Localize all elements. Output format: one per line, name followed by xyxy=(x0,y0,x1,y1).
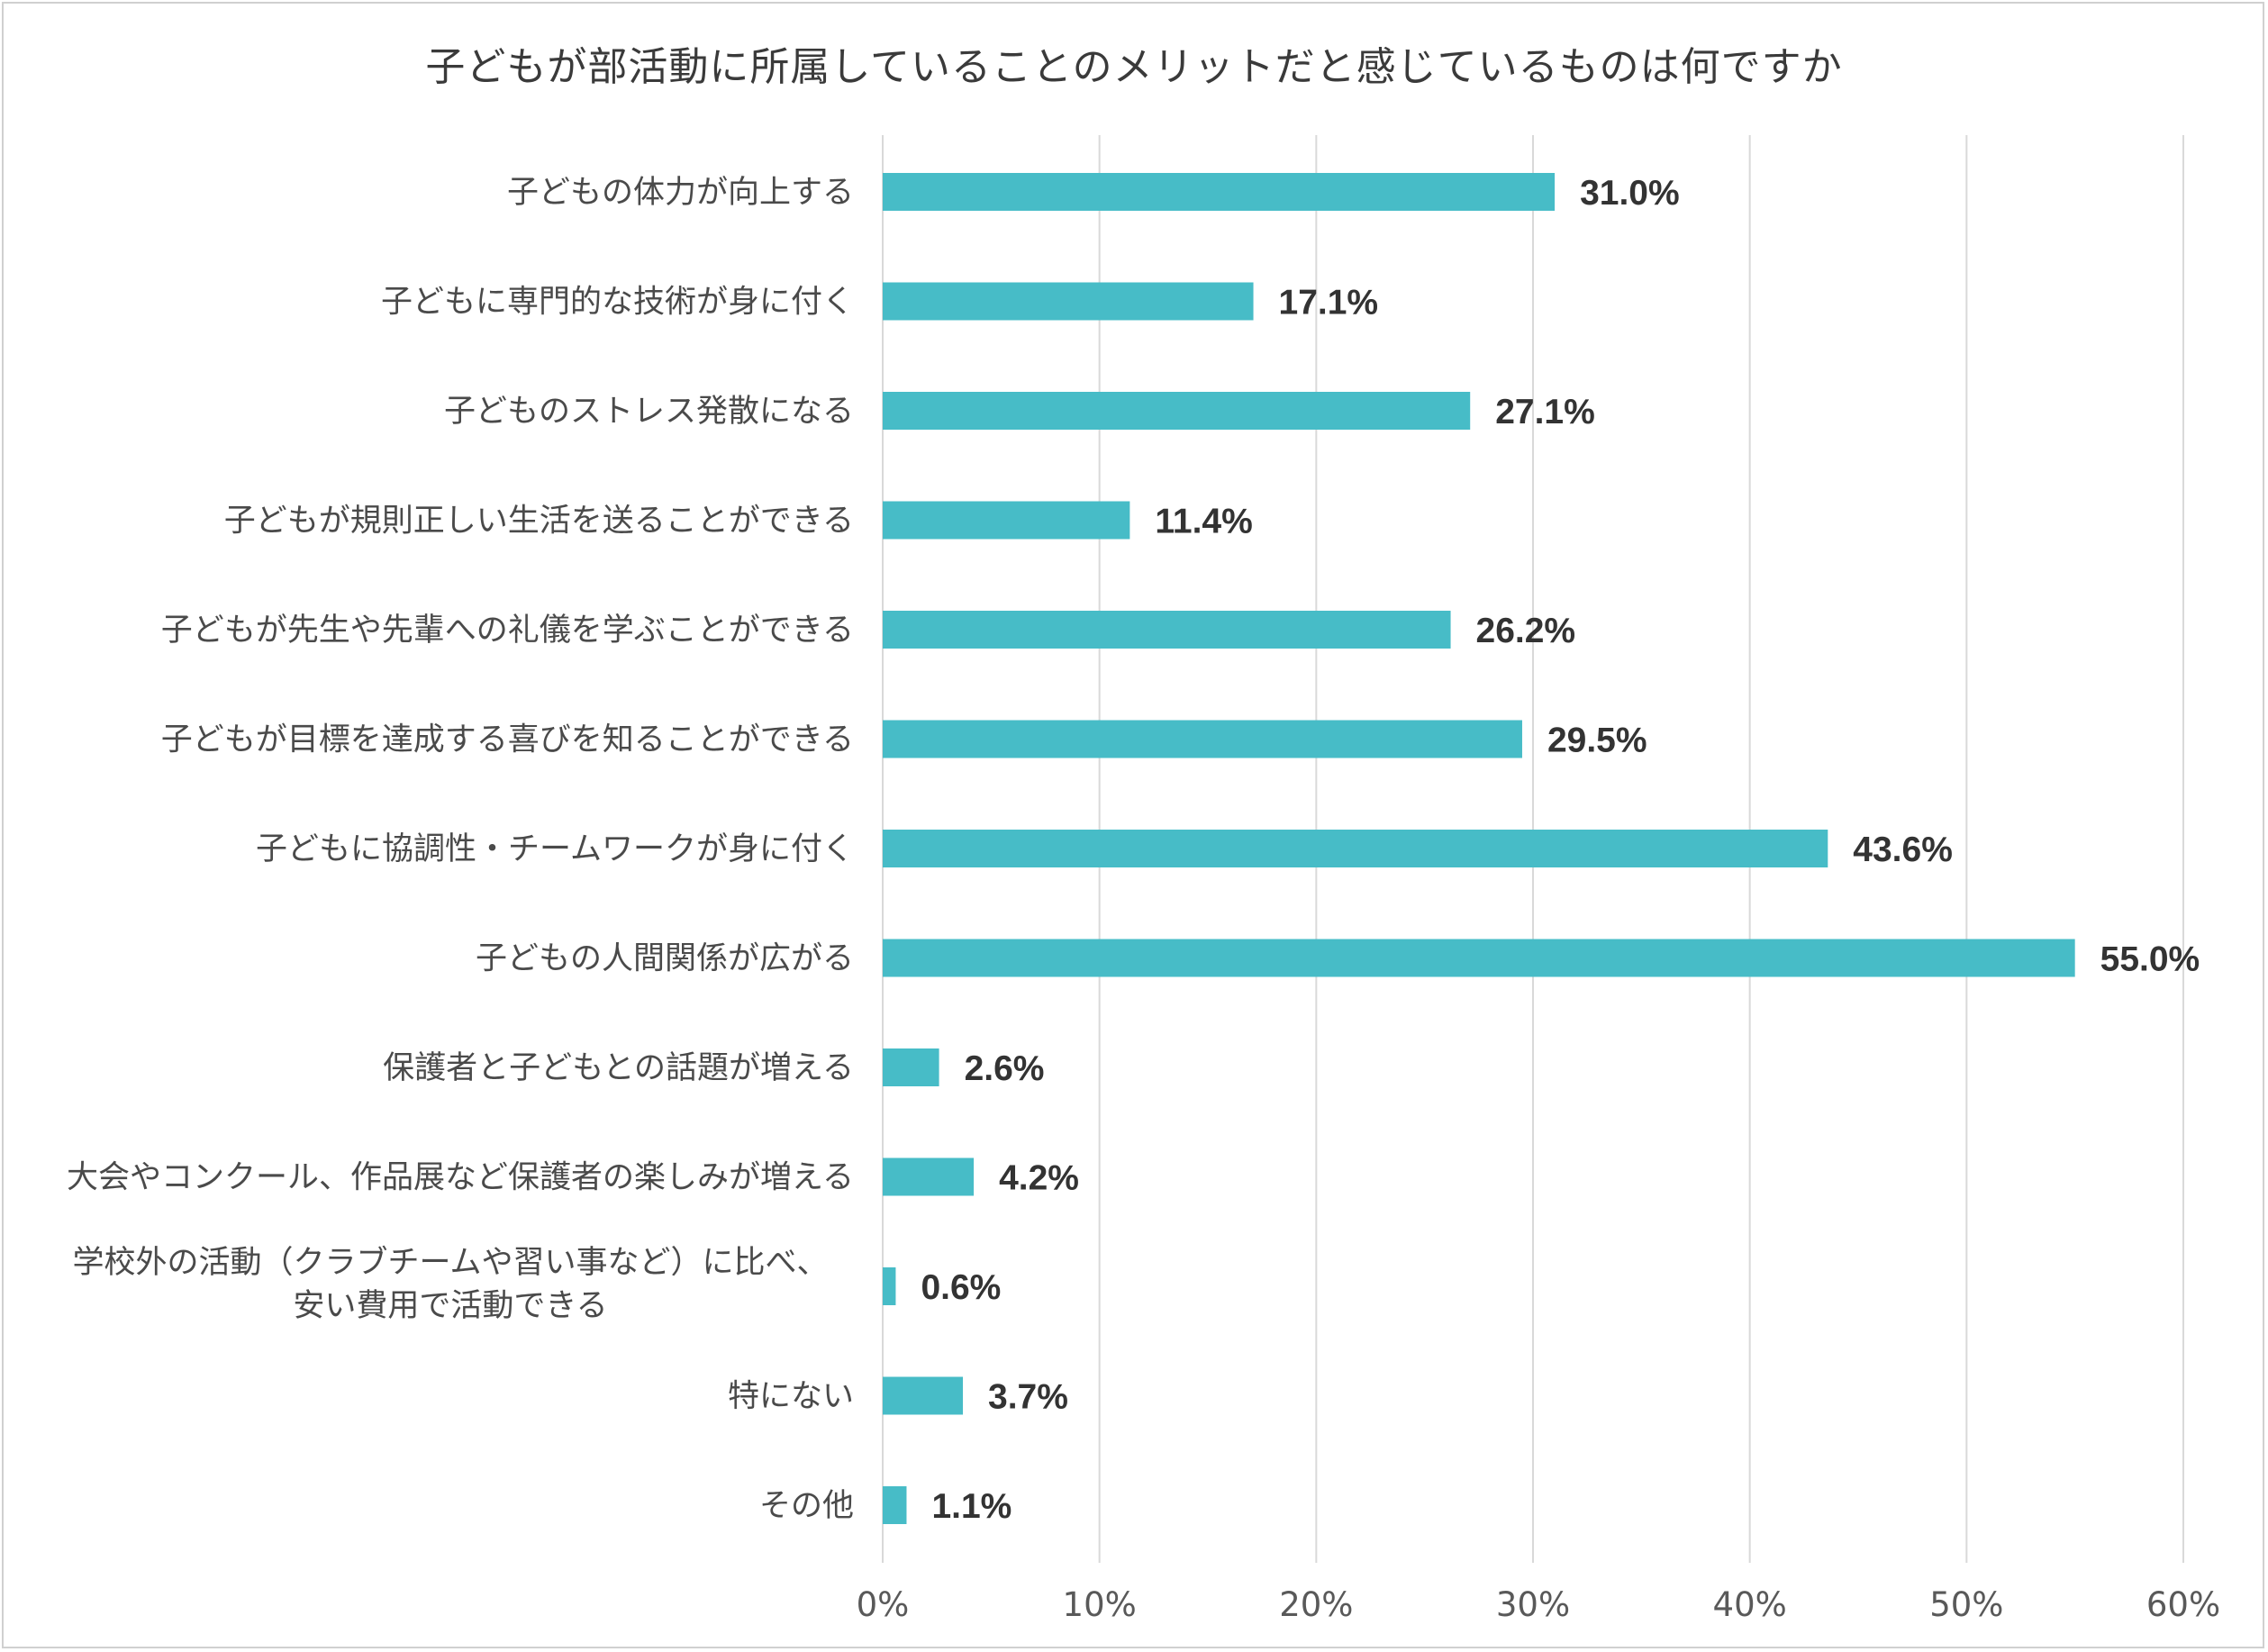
x-tick-label: 50% xyxy=(1929,1585,2003,1624)
x-tick-label: 10% xyxy=(1063,1585,1137,1624)
data-label: 0.6% xyxy=(921,1268,1001,1307)
category-labels: 子どもの体力が向上する子どもに専門的な技術が身に付く子どものストレス発散になる子… xyxy=(67,175,854,1524)
category-label: 保護者と子どもとの話題が増える xyxy=(383,1050,854,1086)
category-label: 子どもに専門的な技術が身に付く xyxy=(381,285,854,321)
bar xyxy=(883,720,1522,758)
data-label: 31.0% xyxy=(1580,174,1680,213)
bar xyxy=(883,830,1828,867)
data-label: 29.5% xyxy=(1547,722,1647,760)
bar xyxy=(883,939,2075,977)
category-label: 大会やコンクール、作品展など保護者の楽しみが増える xyxy=(67,1160,854,1196)
category-label: その他 xyxy=(759,1488,854,1524)
data-label: 11.4% xyxy=(1155,503,1252,541)
category-label: 子どもが規則正しい生活を送ることができる xyxy=(224,504,854,540)
category-label: 子どもの人間関係が広がる xyxy=(476,941,854,977)
x-tick-label: 20% xyxy=(1279,1585,1353,1624)
category-label: 特にない xyxy=(728,1379,854,1415)
bar xyxy=(883,1157,975,1196)
data-label: 55.0% xyxy=(2100,940,2200,979)
data-label: 1.1% xyxy=(931,1487,1012,1526)
bar xyxy=(883,1486,907,1524)
data-label: 43.6% xyxy=(1853,831,1953,869)
bar xyxy=(883,1267,896,1305)
data-labels: 31.0% 17.1% 27.1% 11.4% 26.2% 29.5% 43.6% 55.0%… xyxy=(921,174,2200,1526)
category-label: 子どもの体力が向上する xyxy=(507,175,854,211)
data-label: 2.6% xyxy=(965,1049,1045,1088)
data-label: 4.2% xyxy=(999,1159,1079,1198)
x-tick-label: 30% xyxy=(1496,1585,1570,1624)
category-label: 子どもが目標を達成する喜びを知ることができる xyxy=(161,722,854,758)
category-label: 子どものストレス発散になる xyxy=(444,394,854,430)
category-label: 子どもに協調性・チームワークが身に付く xyxy=(256,831,854,867)
x-tick-label: 40% xyxy=(1713,1585,1787,1624)
x-tick-label: 60% xyxy=(2146,1585,2220,1624)
data-label: 3.7% xyxy=(988,1378,1068,1417)
bar xyxy=(883,1048,939,1086)
bar xyxy=(883,392,1471,430)
category-label: 学校外の活動（クラブチームや習い事など）に比べ、 xyxy=(73,1245,829,1281)
category-label: 子どもが先生や先輩への礼儀を学ぶことができる xyxy=(161,613,854,649)
bars xyxy=(883,173,2075,1524)
data-label: 17.1% xyxy=(1279,284,1379,322)
x-axis-ticks: 0% 10% 20% 30% 40% 50% 60% xyxy=(857,1585,2220,1624)
bar xyxy=(883,282,1254,321)
category-label: 安い費用で活動できる xyxy=(293,1288,607,1324)
data-label: 26.2% xyxy=(1476,612,1576,650)
bar xyxy=(883,611,1451,649)
bar xyxy=(883,501,1130,540)
bar xyxy=(883,1376,964,1415)
bar xyxy=(883,173,1556,211)
chart-title: 子どもが部活動に所属していることのメリットだと感じているものは何ですか xyxy=(425,44,1843,90)
data-label: 27.1% xyxy=(1495,393,1595,431)
x-tick-label: 0% xyxy=(857,1585,910,1624)
